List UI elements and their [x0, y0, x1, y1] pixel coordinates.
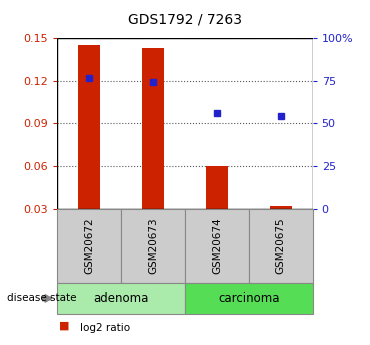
Text: GSM20674: GSM20674 [212, 217, 222, 274]
Text: disease state: disease state [7, 294, 77, 303]
Bar [78, 45, 100, 209]
Text: GSM20672: GSM20672 [84, 217, 94, 274]
Bar [270, 206, 292, 209]
Bar [206, 166, 228, 209]
Text: ■: ■ [59, 321, 70, 331]
Text: GDS1792 / 7263: GDS1792 / 7263 [128, 12, 242, 26]
Text: GSM20673: GSM20673 [148, 217, 158, 274]
Bar [57, 38, 313, 209]
Text: log2 ratio: log2 ratio [80, 323, 130, 333]
Bar [142, 48, 164, 209]
Text: carcinoma: carcinoma [218, 292, 280, 305]
Text: adenoma: adenoma [94, 292, 149, 305]
Text: GSM20675: GSM20675 [276, 217, 286, 274]
